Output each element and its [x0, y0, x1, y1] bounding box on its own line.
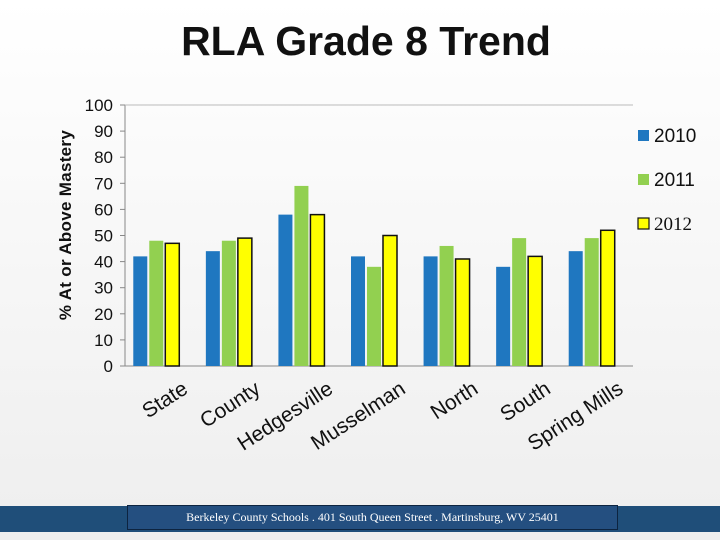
y-tick-label: 10: [94, 331, 113, 350]
bar-2011-county: [221, 240, 236, 366]
bar-2010-county: [205, 251, 220, 366]
legend: 2010 2011 2012: [637, 126, 696, 235]
y-tick-label: 50: [94, 227, 113, 246]
y-tick-label: 90: [94, 122, 113, 141]
y-tick-label: 60: [94, 200, 113, 219]
bar-2011-south: [512, 238, 527, 366]
y-tick-label: 0: [104, 357, 113, 376]
y-tick-label: 20: [94, 305, 113, 324]
bar-2011-state: [149, 240, 164, 366]
legend-swatch-2010: [638, 130, 649, 141]
bar-2012-south: [527, 255, 543, 367]
bar-2011-spring-mills: [584, 238, 599, 366]
bar-2011-hedgesville: [294, 185, 309, 366]
bar-2012-state: [164, 242, 181, 367]
bar-chart: 0 10 20 30 40 50 60 70 80 90 100 State CountyHedges…: [85, 96, 697, 456]
y-tick-label: 100: [85, 96, 113, 115]
bar-2011-musselman: [367, 266, 381, 366]
bar-2012-hedgesville: [309, 213, 326, 367]
x-tick-label: North: [427, 377, 483, 424]
bars: [133, 185, 616, 367]
footer-text: Berkeley County Schools . 401 South Quee…: [186, 510, 559, 524]
bar-2012-county: [237, 237, 253, 367]
bar-2010-south: [496, 266, 511, 366]
bar-2012-spring-mills: [599, 229, 616, 367]
x-tick-label: State: [138, 377, 192, 423]
bar-2010-hedgesville: [278, 214, 293, 366]
chart-title: RLA Grade 8 Trend: [181, 18, 551, 64]
footer-box: Berkeley County Schools . 401 South Quee…: [127, 505, 618, 530]
bar-2011-north: [439, 245, 454, 366]
legend-label-2011: 2011: [654, 170, 695, 191]
y-tick-label: 30: [94, 279, 113, 298]
x-tick-label: South: [496, 377, 555, 426]
legend-label-2012: 2012: [654, 214, 692, 235]
bar-2012-north: [454, 258, 471, 367]
bar-2010-musselman: [351, 256, 365, 366]
legend-label-2010: 2010: [654, 126, 696, 147]
y-tick-label: 80: [94, 148, 113, 167]
axes: 0 10 20 30 40 50 60 70 80 90 100: [85, 96, 633, 376]
bar-2010-spring-mills: [568, 251, 583, 366]
bar-2012-musselman: [382, 234, 398, 367]
y-tick-label: 40: [94, 253, 113, 272]
bar-2010-state: [133, 256, 148, 366]
legend-swatch-2011: [638, 174, 649, 185]
bar-2010-north: [423, 256, 438, 366]
y-tick-label: 70: [94, 174, 113, 193]
legend-swatch-2012: [637, 217, 650, 230]
